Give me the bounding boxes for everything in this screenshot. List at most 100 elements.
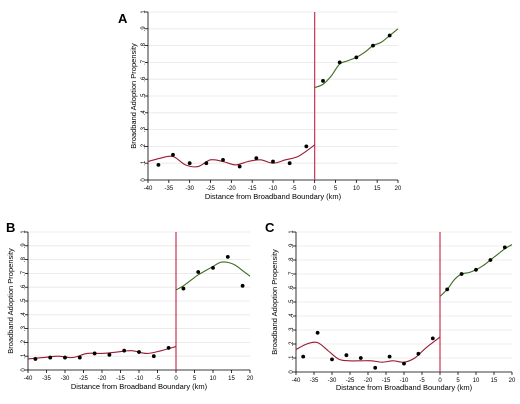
- data-point: [354, 55, 359, 60]
- data-point: [271, 159, 275, 164]
- data-point: [358, 356, 363, 360]
- y-tick-label: .2: [289, 341, 295, 347]
- y-axis-title: Broadband Adoption Propensity: [270, 249, 279, 355]
- x-tick-label: 20: [509, 378, 516, 384]
- data-point: [254, 156, 259, 161]
- x-tick-label: -10: [135, 376, 144, 382]
- x-tick-label: 15: [491, 378, 498, 384]
- x-tick-label: -25: [79, 376, 88, 382]
- x-tick-label: -15: [248, 186, 257, 192]
- y-tick-label: .9: [21, 243, 27, 249]
- x-tick-label: -40: [24, 376, 33, 382]
- x-tick-label: -35: [42, 376, 51, 382]
- data-point: [151, 354, 156, 359]
- y-tick-label: .3: [21, 325, 27, 331]
- fit-line-left: [295, 336, 441, 363]
- y-axis-title: Broadband Adoption Propensity: [129, 43, 138, 149]
- data-point: [225, 254, 230, 259]
- x-axis-title: Distance from Broadband Boundary (km): [336, 383, 473, 392]
- x-tick-label: 20: [247, 376, 254, 382]
- x-tick-label: -35: [310, 378, 319, 384]
- panel-c: C 0 .1 .2 .3 .4 .5 .6 .7 .8 .9 1 -40 -35 -30 -25 -20 -15 -…: [265, 220, 516, 392]
- data-point: [315, 330, 320, 335]
- x-tick-label: -10: [269, 186, 278, 192]
- y-tick-label: .8: [289, 257, 295, 263]
- y-tick-label: .2: [21, 339, 27, 345]
- data-point: [416, 351, 421, 356]
- data-point: [240, 283, 245, 288]
- y-tick-label: .6: [141, 76, 147, 82]
- data-point: [48, 355, 53, 360]
- y-tick-label: .4: [141, 110, 147, 116]
- panel-b: B 0 .1 .2 .3 .4 .5 .6 .7 .8 .9 1 -40 -35 -30 -25 -20 -15 -…: [6, 220, 254, 391]
- data-point: [301, 354, 306, 359]
- y-tick-label: 0: [141, 178, 147, 182]
- y-tick-label: .5: [21, 298, 27, 304]
- y-tick-label: .4: [289, 313, 295, 319]
- data-point: [204, 161, 209, 166]
- y-axis-title: Broadband Adoption Propensity: [6, 248, 15, 354]
- x-tick-label: 0: [174, 376, 178, 382]
- y-tick-label: .7: [21, 270, 27, 276]
- y-tick-label: .8: [141, 42, 147, 48]
- y-tick-label: 1: [21, 230, 27, 234]
- data-point: [107, 352, 112, 357]
- x-tick-label: 0: [313, 186, 317, 192]
- y-tick-label: .2: [141, 143, 147, 149]
- x-tick-label: 5: [193, 376, 197, 382]
- data-point: [171, 152, 175, 157]
- data-point: [196, 270, 201, 274]
- data-point: [166, 346, 171, 350]
- y-tick-label: .6: [21, 284, 27, 290]
- data-point: [63, 355, 67, 360]
- x-tick-label: 0: [438, 378, 442, 384]
- y-tick-label: .9: [141, 26, 147, 32]
- data-point: [488, 258, 493, 262]
- x-tick-label: 20: [395, 186, 402, 192]
- y-tick-label: .7: [289, 271, 295, 277]
- panel-a: A 0 .1 .2 .3 .4 .5 .6 .7 .8 .9 1 -40 -35 -30 -25 -20 -15 -…: [118, 10, 402, 201]
- x-tick-label: -5: [291, 186, 297, 192]
- x-tick-label: -40: [292, 378, 301, 384]
- x-tick-label: 10: [210, 376, 217, 382]
- data-point: [502, 245, 507, 250]
- data-point: [445, 287, 450, 292]
- x-tick-label: -30: [61, 376, 70, 382]
- x-tick-label: -15: [382, 378, 391, 384]
- data-point: [304, 144, 309, 149]
- y-tick-label: .6: [289, 285, 295, 291]
- data-point: [330, 357, 334, 362]
- data-point: [321, 78, 325, 83]
- y-tick-label: 0: [21, 368, 27, 372]
- x-tick-label: 10: [353, 186, 360, 192]
- x-tick-label: -10: [400, 378, 409, 384]
- data-point: [287, 161, 292, 166]
- x-tick-label: -15: [116, 376, 125, 382]
- fit-line-left: [147, 144, 316, 168]
- x-tick-label: -20: [227, 186, 236, 192]
- data-point: [137, 350, 141, 354]
- data-point: [387, 33, 392, 38]
- x-tick-label: 15: [228, 376, 235, 382]
- data-point: [371, 43, 375, 48]
- x-tick-label: -20: [98, 376, 107, 382]
- x-tick-label: -40: [144, 186, 153, 192]
- data-point: [430, 336, 435, 341]
- data-point: [211, 265, 215, 270]
- data-point: [237, 164, 242, 169]
- y-tick-label: .9: [289, 243, 295, 249]
- data-point: [474, 267, 478, 272]
- y-tick-label: 1: [289, 230, 295, 234]
- x-tick-label: 5: [456, 378, 460, 384]
- x-tick-label: -5: [155, 376, 161, 382]
- y-tick-label: .1: [141, 160, 147, 166]
- x-tick-label: 15: [374, 186, 381, 192]
- x-tick-label: 10: [473, 378, 480, 384]
- data-point: [156, 162, 161, 167]
- x-tick-label: -35: [164, 186, 173, 192]
- x-tick-label: -20: [364, 378, 373, 384]
- y-tick-label: .1: [289, 355, 295, 361]
- x-tick-label: -30: [185, 186, 194, 192]
- y-tick-label: .3: [289, 327, 295, 333]
